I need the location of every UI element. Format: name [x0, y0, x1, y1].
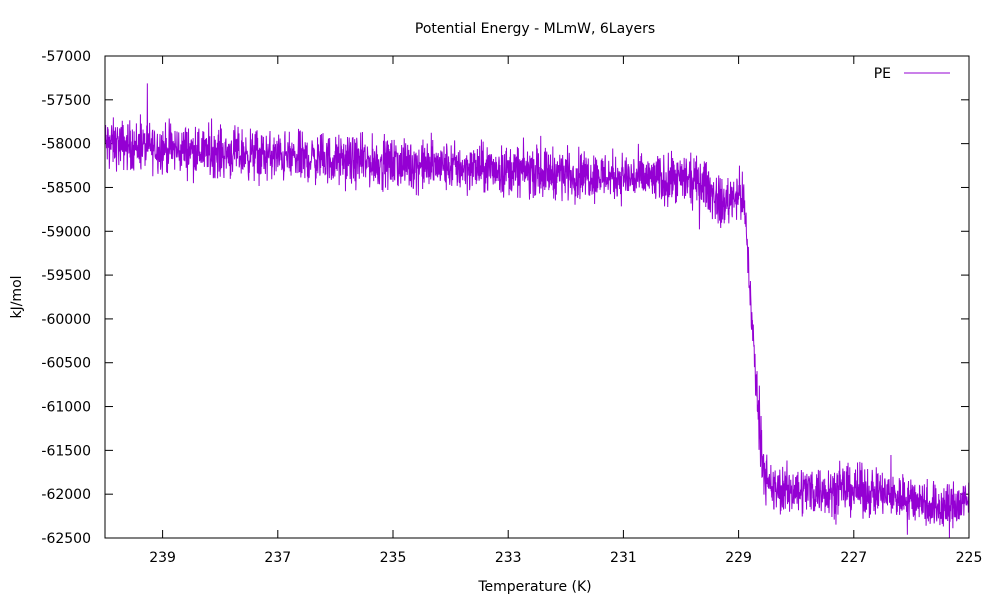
y-tick-label: -59500 [41, 268, 91, 284]
y-tick-label: -62000 [41, 487, 91, 503]
x-tick-label: 239 [149, 550, 176, 566]
y-tick-label: -61500 [41, 443, 91, 459]
x-tick-label: 237 [264, 550, 291, 566]
x-tick-label: 227 [840, 550, 867, 566]
y-tick-label: -59000 [41, 224, 91, 240]
y-tick-label: -57000 [41, 49, 91, 65]
x-tick-label: 231 [610, 550, 637, 566]
tick-marks: -57000 -57500 -58000 -58500 -59000 -59500 -600… [41, 49, 982, 566]
plot-frame [104, 55, 970, 539]
y-tick-label: -57500 [41, 93, 91, 109]
x-tick-label: 229 [725, 550, 752, 566]
y-tick-label: -60500 [41, 356, 91, 372]
y-tick-label: -58000 [41, 137, 91, 153]
y-tick-label: -60000 [41, 312, 91, 328]
legend-label: PE [874, 66, 891, 82]
y-tick-label: -62500 [41, 531, 91, 547]
y-tick-label: -61000 [41, 400, 91, 416]
y-axis-label: kJ/mol [9, 275, 25, 318]
x-tick-label: 233 [495, 550, 522, 566]
series-line-pe [104, 83, 970, 539]
legend: PE [874, 66, 950, 82]
series-lines [104, 83, 970, 539]
x-tick-label: 225 [956, 550, 983, 566]
x-axis-label: Temperature (K) [477, 579, 591, 595]
x-tick-label: 235 [380, 550, 407, 566]
chart-title: Potential Energy - MLmW, 6Layers [415, 21, 655, 37]
y-tick-label: -58500 [41, 180, 91, 196]
